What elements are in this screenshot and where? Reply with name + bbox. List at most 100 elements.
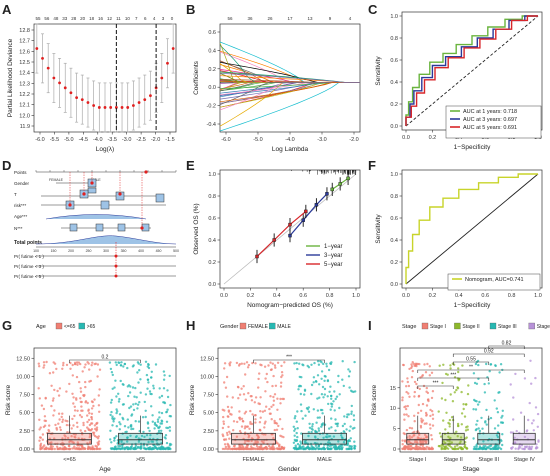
x-tick-label: -2.0 — [349, 137, 358, 143]
jitter-point — [349, 447, 353, 451]
legend-swatch — [55, 322, 63, 330]
jitter-point — [94, 444, 97, 448]
jitter-point — [60, 415, 63, 419]
data-point — [75, 96, 78, 100]
jitter-point — [163, 374, 166, 377]
selected-point — [118, 192, 122, 196]
jitter-point — [249, 409, 252, 413]
jitter-point — [138, 369, 141, 372]
jitter-point — [342, 384, 345, 388]
jitter-point — [113, 386, 116, 389]
jitter-point — [406, 445, 410, 448]
jitter-point — [272, 395, 275, 399]
jitter-point — [311, 428, 314, 431]
jitter-point — [519, 446, 522, 449]
data-point — [171, 47, 175, 50]
jitter-point — [450, 446, 453, 449]
jitter-point — [39, 444, 42, 448]
jitter-point — [408, 440, 411, 443]
jitter-point — [294, 444, 297, 447]
jitter-point — [83, 447, 86, 450]
jitter-point — [327, 402, 330, 406]
jitter-point — [233, 444, 236, 447]
jitter-point — [48, 447, 52, 451]
jitter-point — [328, 441, 331, 444]
lasso-cv-deviance-chart: 55 56 48 33 28 20 18 16 12 11 10 7 6 4 3 0-6.0 -5.5 -5.0-… — [7, 16, 177, 153]
jitter-point — [134, 386, 137, 390]
jitter-point — [410, 436, 414, 439]
jitter-point — [430, 396, 434, 400]
jitter-point — [420, 440, 423, 443]
jitter-point — [142, 430, 145, 434]
jitter-point — [353, 444, 356, 448]
legend-label: Stage IV — [537, 324, 550, 330]
jitter-point — [492, 446, 495, 450]
jitter-point — [74, 436, 77, 439]
jitter-point — [91, 361, 94, 364]
jitter-point — [477, 363, 480, 367]
jitter-point — [127, 394, 130, 398]
jitter-point — [42, 425, 46, 429]
jitter-point — [425, 447, 428, 451]
gender-tick-label: FEMALE — [49, 178, 64, 182]
jitter-point — [50, 441, 53, 444]
y-tick-label: 0 — [393, 447, 396, 453]
jitter-point — [501, 443, 504, 447]
jitter-point — [134, 444, 138, 447]
jitter-point — [86, 420, 89, 424]
legend-swatch — [454, 322, 461, 330]
jitter-point — [275, 428, 279, 431]
jitter-point — [136, 446, 139, 450]
jitter-point — [58, 426, 62, 429]
t-box — [155, 193, 165, 203]
x-axis-label: Nomogram−predicted OS (%) — [247, 302, 333, 309]
jitter-point — [264, 420, 267, 423]
jitter-point — [259, 410, 262, 413]
jitter-point — [403, 413, 406, 416]
jitter-point — [299, 403, 303, 406]
jitter-point — [421, 402, 425, 406]
jitter-point — [406, 380, 409, 384]
jitter-point — [405, 385, 408, 388]
jitter-point — [343, 415, 346, 418]
jitter-point — [75, 421, 79, 424]
jitter-point — [412, 434, 415, 437]
jitter-point — [71, 374, 75, 377]
jitter-point — [294, 415, 297, 418]
significance-bracket — [417, 369, 525, 373]
reference-diagonal — [405, 15, 539, 127]
jitter-point — [485, 362, 488, 366]
jitter-point — [426, 362, 429, 366]
jitter-point — [235, 361, 239, 365]
jitter-point — [95, 422, 98, 426]
x-tick-label: 0.2 — [247, 293, 255, 299]
jitter-point — [130, 423, 133, 427]
jitter-point — [160, 441, 163, 445]
jitter-point — [280, 364, 283, 368]
jitter-point — [96, 363, 100, 366]
jitter-point — [114, 361, 118, 364]
jitter-point — [246, 447, 250, 451]
jitter-point — [229, 432, 232, 435]
jitter-point — [222, 415, 225, 419]
jitter-point — [326, 446, 329, 450]
top-tick-label: 11 — [116, 16, 121, 21]
jitter-point — [71, 363, 74, 367]
jitter-point — [265, 447, 268, 450]
jitter-point — [340, 447, 343, 451]
jitter-point — [229, 412, 232, 416]
gender-box — [87, 187, 97, 194]
jitter-point — [120, 447, 124, 450]
jitter-point — [475, 428, 478, 431]
x-tick-label: -2.5 — [136, 137, 145, 143]
y-tick-label: 0.0 — [208, 282, 216, 288]
legend-label: Stage II — [462, 324, 479, 330]
legend-title: Age — [36, 324, 46, 330]
jitter-point — [347, 438, 351, 442]
jitter-point — [280, 371, 284, 374]
jitter-point — [336, 424, 339, 428]
jitter-point — [269, 361, 272, 364]
jitter-point — [90, 407, 94, 410]
y-tick-label: 0.8 — [208, 194, 216, 200]
jitter-point — [425, 404, 429, 407]
